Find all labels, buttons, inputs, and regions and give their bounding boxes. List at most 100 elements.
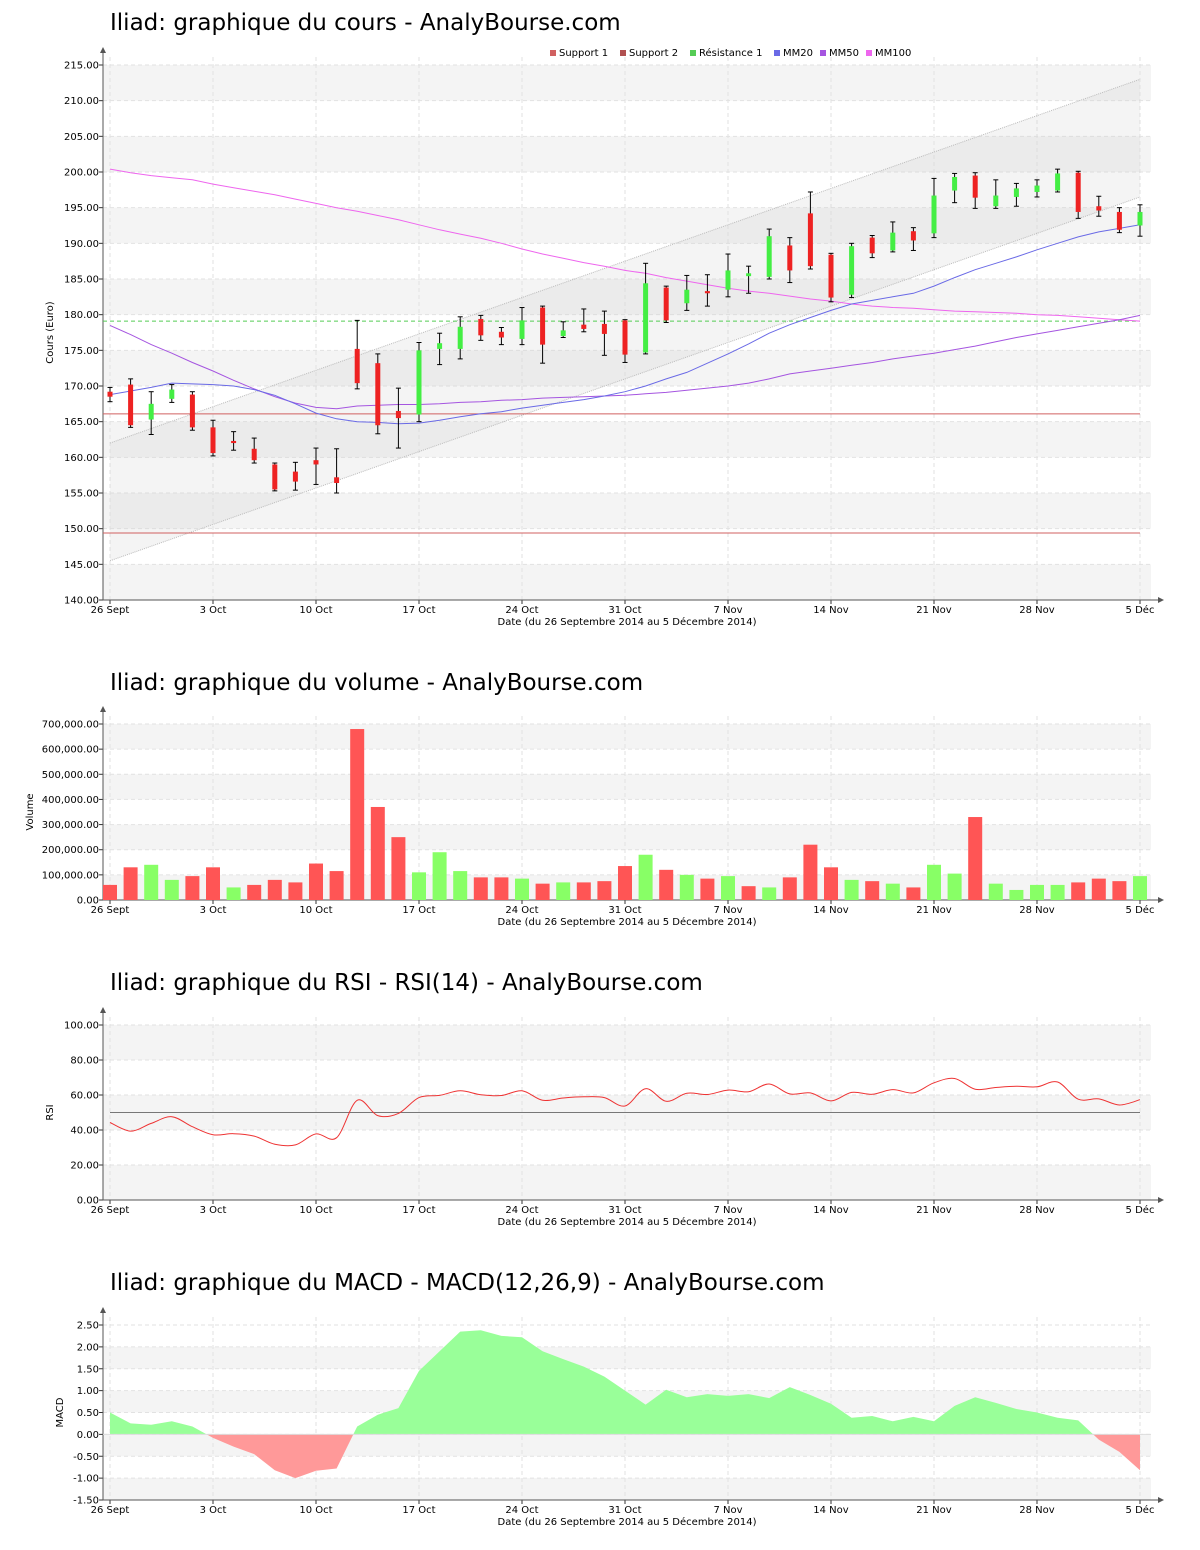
- x-tick-label: 14 Nov: [813, 1205, 849, 1216]
- volume-bar: [1050, 884, 1065, 900]
- band: [103, 65, 1151, 101]
- volume-bar: [1133, 876, 1147, 900]
- candle-body: [1013, 188, 1019, 197]
- volume-bar: [288, 882, 303, 900]
- volume-bar: [226, 887, 241, 900]
- y-tick-label: -1.00: [73, 1474, 99, 1485]
- rsi-chart-title: Iliad: graphique du RSI - RSI(14) - Anal…: [110, 970, 703, 996]
- y-axis-arrow: [100, 706, 106, 712]
- candle-body: [251, 448, 257, 461]
- band: [103, 1346, 1151, 1369]
- candle-body: [313, 460, 319, 465]
- legend-swatch: [774, 50, 780, 56]
- candle-body: [437, 343, 443, 349]
- candle-body: [581, 324, 587, 329]
- volume-bar: [927, 864, 941, 900]
- candle-body: [354, 348, 360, 384]
- x-tick-label: 10 Oct: [299, 605, 332, 616]
- macd-area-negative: [1093, 1434, 1140, 1471]
- candle-body: [1075, 172, 1081, 212]
- candle-body: [684, 289, 690, 304]
- volume-bar: [350, 729, 365, 900]
- candle-body: [931, 195, 937, 234]
- y-axis-title: Cours (Euro): [45, 301, 56, 364]
- candle-body: [622, 320, 628, 355]
- volume-bar: [123, 867, 138, 900]
- x-tick-label: 31 Oct: [608, 905, 641, 916]
- volume-bar: [1091, 878, 1106, 900]
- legend-swatch: [620, 50, 626, 56]
- y-axis-arrow: [100, 1307, 106, 1313]
- price-chart-svg: 140.00 145.00 150.00 155.00 160.00 165.00 170.…: [45, 47, 1164, 628]
- volume-bar: [144, 864, 159, 900]
- macd-area-positive: [110, 1412, 207, 1435]
- rsi-chart: Iliad: graphique du RSI - RSI(14) - Anal…: [0, 960, 1200, 1250]
- candle-body: [910, 231, 916, 241]
- y-axis-arrow: [100, 1007, 106, 1013]
- candle-body: [519, 320, 525, 339]
- x-tick-label: 21 Nov: [916, 1205, 952, 1216]
- x-axis-title: Date (du 26 Septembre 2014 au 5 Décembre…: [498, 1516, 757, 1528]
- candle-body: [560, 330, 566, 337]
- volume-bar: [1071, 882, 1086, 900]
- band: [103, 724, 1151, 750]
- candle-body: [148, 403, 154, 420]
- x-tick-label: 28 Nov: [1019, 905, 1055, 916]
- y-tick-label: 175.00: [64, 346, 99, 357]
- volume-bar: [638, 854, 653, 900]
- volume-bar: [432, 852, 447, 900]
- y-tick-label: 0.00: [77, 1196, 99, 1207]
- y-tick-label: 2.00: [77, 1342, 99, 1353]
- y-tick-label: -1.50: [73, 1496, 99, 1507]
- candle-body: [1116, 211, 1122, 230]
- macd-chart-svg: -1.50 -1.00 -0.50 0.00 0.50 1.00 1.50 2.00 2.50 2…: [55, 1307, 1164, 1528]
- band: [103, 824, 1151, 850]
- candle-body: [189, 394, 195, 428]
- y-tick-label: 215.00: [64, 61, 99, 72]
- volume-bar: [679, 874, 694, 900]
- legend-swatch: [550, 50, 556, 56]
- volume-bar: [824, 867, 838, 900]
- y-tick-label: 195.00: [64, 203, 99, 214]
- band: [103, 136, 1151, 172]
- band: [103, 1025, 1151, 1060]
- x-tick-label: 26 Sept: [91, 1205, 130, 1216]
- x-tick-label: 7 Nov: [713, 905, 742, 916]
- x-axis-arrow: [1158, 597, 1164, 603]
- volume-bar: [309, 863, 323, 900]
- x-tick-label: 28 Nov: [1019, 605, 1055, 616]
- y-tick-label: 700,000.00: [42, 720, 99, 731]
- band: [103, 1478, 1151, 1500]
- y-tick-label: 100,000.00: [42, 870, 99, 881]
- y-tick-label: 155.00: [64, 489, 99, 500]
- volume-bar: [267, 879, 282, 900]
- x-tick-label: 28 Nov: [1019, 1205, 1055, 1216]
- x-tick-label: 14 Nov: [813, 605, 849, 616]
- candle-body: [828, 254, 834, 298]
- x-tick-label: 21 Nov: [916, 605, 952, 616]
- x-tick-label: 10 Oct: [299, 1505, 332, 1516]
- y-tick-label: 100.00: [64, 1021, 99, 1032]
- y-axis-title: RSI: [45, 1104, 56, 1120]
- volume-bar: [164, 879, 179, 900]
- candle-body: [890, 232, 896, 251]
- legend-swatch: [820, 50, 826, 56]
- volume-bar: [556, 882, 571, 900]
- y-tick-label: 205.00: [64, 132, 99, 143]
- volume-bar: [206, 867, 220, 900]
- y-tick-label: 200.00: [64, 168, 99, 179]
- x-tick-label: 3 Oct: [200, 1505, 227, 1516]
- y-tick-label: -0.50: [73, 1452, 99, 1463]
- candle-body: [210, 427, 216, 454]
- y-tick-label: 150.00: [64, 524, 99, 535]
- x-tick-label: 10 Oct: [299, 1205, 332, 1216]
- candle-body: [643, 283, 649, 353]
- volume-bar: [535, 883, 550, 900]
- trend-line-upper: [109, 78, 1141, 444]
- legend-label: Support 1: [559, 48, 608, 59]
- x-axis-arrow: [1158, 897, 1164, 903]
- x-tick-label: 24 Oct: [505, 905, 538, 916]
- x-tick-label: 14 Nov: [813, 1505, 849, 1516]
- y-tick-label: 200,000.00: [42, 845, 99, 856]
- candle-body: [416, 350, 422, 415]
